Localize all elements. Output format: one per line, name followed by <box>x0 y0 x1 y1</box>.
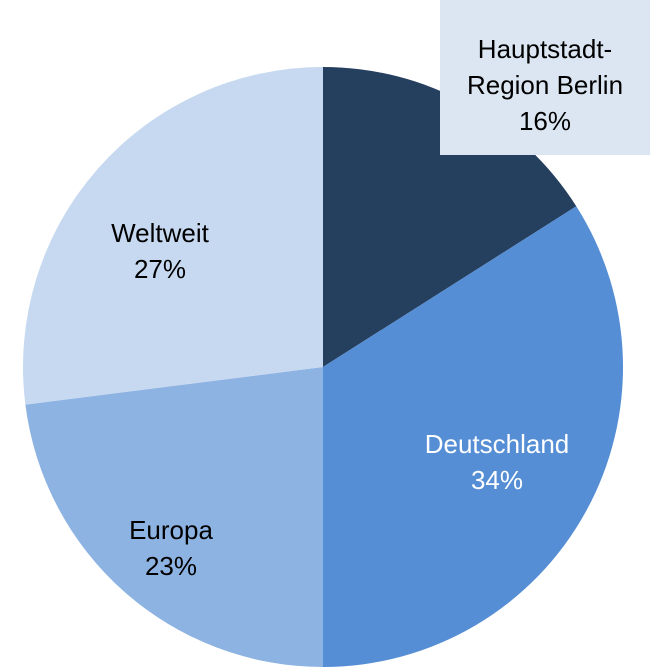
pie-slice <box>323 206 623 667</box>
category-label: Hauptstadt-Region Berlin <box>466 34 624 100</box>
slice-label: Europa 23% <box>71 512 271 584</box>
slice-label: Hauptstadt-Region Berlin 16% <box>445 31 645 139</box>
label-box <box>440 0 650 155</box>
category-label: Weltweit <box>111 218 209 248</box>
value-label: 23% <box>144 551 198 581</box>
pie-slice <box>25 367 323 667</box>
value-label: 27% <box>133 254 187 284</box>
value-label: 34% <box>470 465 524 495</box>
pie-slice <box>22 67 323 405</box>
value-label: 16% <box>518 106 572 136</box>
category-label: Europa <box>129 515 213 545</box>
category-label: Deutschland <box>424 429 570 459</box>
slice-label: Deutschland 34% <box>387 426 607 498</box>
slice-label: Weltweit 27% <box>60 215 260 287</box>
